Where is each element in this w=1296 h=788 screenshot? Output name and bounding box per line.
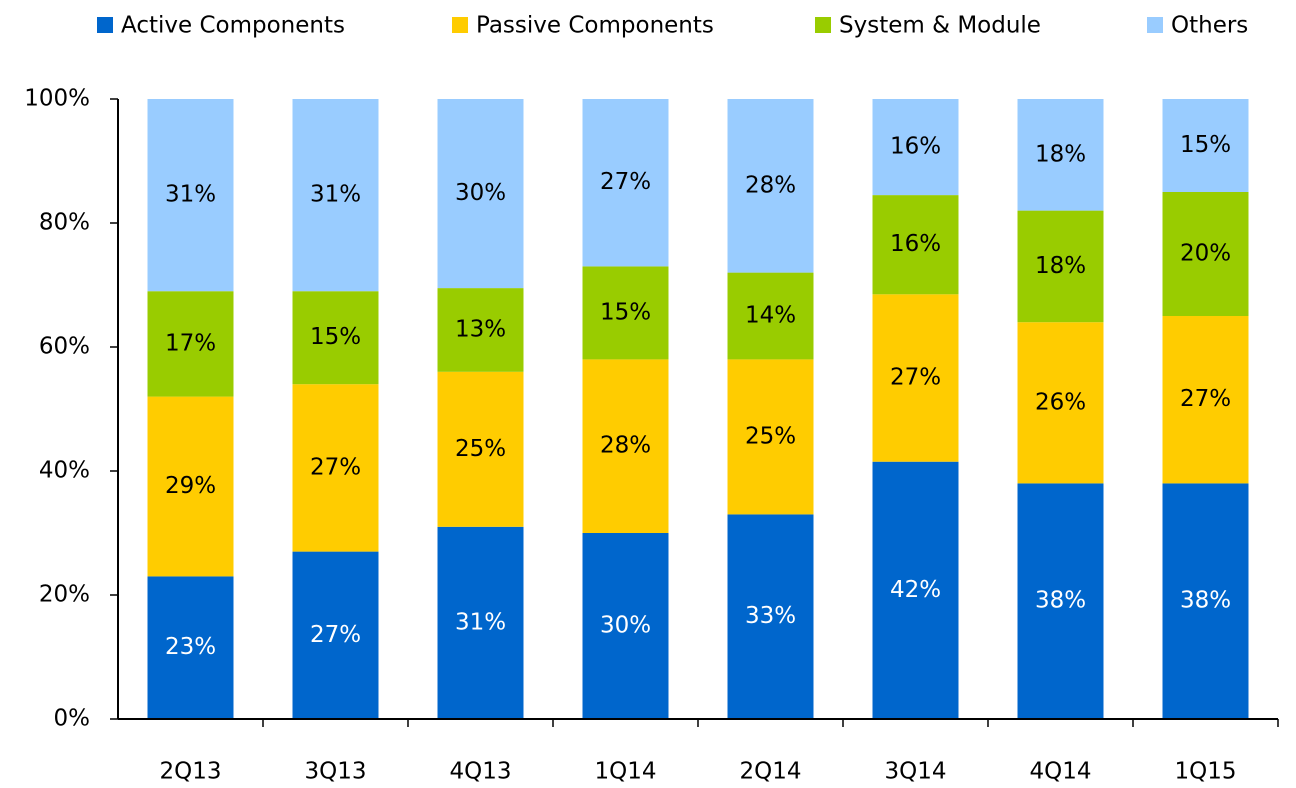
y-tick-label: 20%	[39, 582, 90, 608]
bar-segment	[727, 514, 814, 719]
bar-segment	[437, 371, 524, 527]
bar-segment	[582, 266, 669, 360]
data-label: 31%	[165, 182, 216, 208]
x-tick-label: 1Q14	[594, 759, 656, 785]
data-label: 20%	[1180, 241, 1231, 267]
legend-swatch	[97, 17, 113, 33]
x-tick-label: 2Q14	[739, 759, 801, 785]
y-tick-label: 100%	[24, 86, 90, 112]
data-label: 18%	[1035, 141, 1086, 167]
bar-segment	[1017, 210, 1104, 323]
legend-label: Others	[1171, 13, 1248, 39]
bar-segment	[1162, 483, 1249, 719]
bar-segment	[147, 576, 234, 719]
data-label: 13%	[455, 316, 506, 342]
data-label: 25%	[455, 436, 506, 462]
data-label: 33%	[745, 603, 796, 629]
data-label: 27%	[890, 365, 941, 391]
data-label: 27%	[600, 169, 651, 195]
data-label: 23%	[165, 634, 216, 660]
bar-segment	[147, 396, 234, 577]
data-label: 15%	[310, 324, 361, 350]
legend-swatch	[815, 17, 831, 33]
data-label: 27%	[1180, 386, 1231, 412]
data-label: 25%	[745, 423, 796, 449]
data-label: 15%	[1180, 132, 1231, 158]
data-label: 27%	[310, 454, 361, 480]
bar-segment	[147, 99, 234, 292]
bar-segment	[1017, 322, 1104, 484]
data-label: 17%	[165, 330, 216, 356]
data-label: 38%	[1180, 588, 1231, 614]
bar-segment	[872, 195, 959, 295]
x-tick-label: 3Q14	[884, 759, 946, 785]
bar-segment	[437, 99, 524, 289]
bar-segment	[437, 526, 524, 719]
bar-segment	[872, 294, 959, 462]
y-tick-label: 60%	[39, 334, 90, 360]
data-label: 28%	[745, 172, 796, 198]
bar-segment	[872, 99, 959, 196]
data-label: 28%	[600, 433, 651, 459]
bar-segment	[292, 291, 379, 385]
bar-segment	[1017, 99, 1104, 211]
data-label: 31%	[310, 182, 361, 208]
legend-label: Passive Components	[476, 13, 714, 39]
bar-segment	[727, 99, 814, 273]
bar-segment	[582, 533, 669, 719]
bar-segment	[1162, 192, 1249, 316]
y-tick-label: 40%	[39, 458, 90, 484]
x-tick-label: 4Q14	[1029, 759, 1091, 785]
bar-segment	[292, 384, 379, 552]
data-label: 38%	[1035, 588, 1086, 614]
legend-swatch	[1147, 17, 1163, 33]
data-label: 26%	[1035, 389, 1086, 415]
bar-segment	[727, 272, 814, 360]
data-label: 16%	[890, 231, 941, 257]
bar-segment	[437, 288, 524, 372]
legend-label: System & Module	[839, 13, 1041, 39]
data-label: 30%	[600, 613, 651, 639]
data-label: 42%	[890, 577, 941, 603]
data-label: 15%	[600, 299, 651, 325]
x-tick-label: 1Q15	[1174, 759, 1236, 785]
bar-segment	[292, 99, 379, 292]
bar-segment	[1017, 483, 1104, 719]
bar-segment	[147, 291, 234, 397]
bar-segment	[582, 99, 669, 267]
legend-label: Active Components	[121, 13, 345, 39]
data-label: 14%	[745, 303, 796, 329]
x-tick-label: 4Q13	[449, 759, 511, 785]
x-tick-label: 3Q13	[304, 759, 366, 785]
bar-segment	[292, 551, 379, 719]
data-label: 16%	[890, 134, 941, 160]
data-label: 30%	[455, 180, 506, 206]
bar-segment	[727, 359, 814, 515]
data-label: 18%	[1035, 253, 1086, 279]
y-tick-label: 0%	[54, 706, 91, 732]
data-label: 29%	[165, 473, 216, 499]
legend-swatch	[452, 17, 468, 33]
bar-segment	[582, 359, 669, 533]
data-label: 31%	[455, 609, 506, 635]
bar-segment	[872, 461, 959, 719]
bar-segment	[1162, 99, 1249, 192]
x-tick-label: 2Q13	[159, 759, 221, 785]
data-label: 27%	[310, 622, 361, 648]
bar-segment	[1162, 316, 1249, 484]
y-tick-label: 80%	[39, 210, 90, 236]
